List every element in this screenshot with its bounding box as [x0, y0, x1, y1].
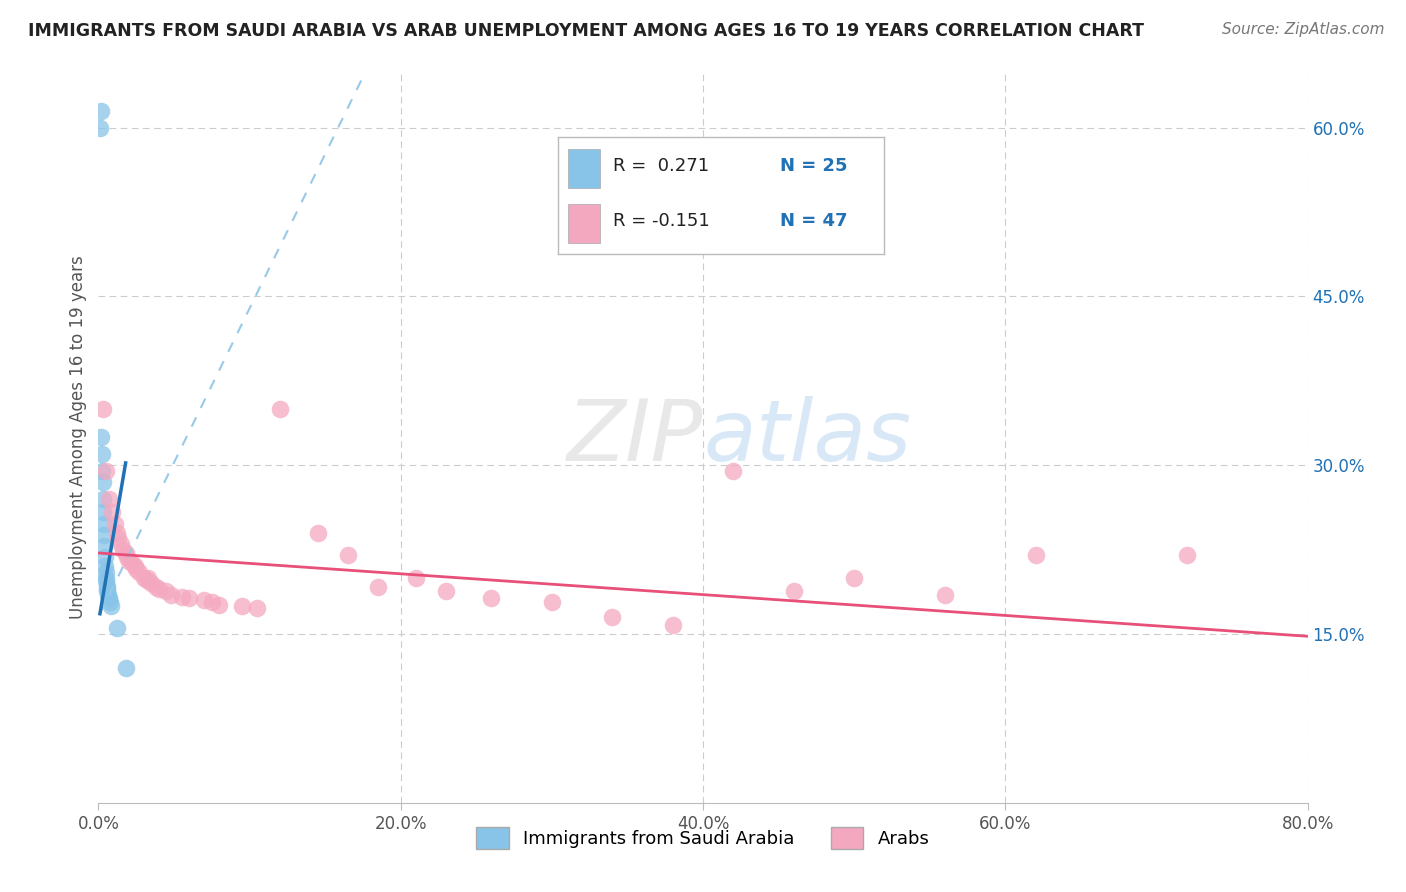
Point [96, 584, 118, 599]
Point [124, 559, 146, 574]
Point [94, 571, 117, 585]
Point [231, 599, 253, 613]
Point [141, 576, 163, 591]
Point [118, 554, 141, 568]
Point [91, 401, 114, 416]
Point [93, 516, 115, 531]
Point [208, 598, 231, 612]
Point [723, 464, 745, 478]
Point [105, 621, 128, 635]
Point [93, 528, 115, 542]
Point [132, 571, 155, 585]
Point [148, 582, 170, 596]
Point [100, 599, 122, 613]
Point [246, 601, 269, 615]
Point [783, 584, 806, 599]
Point [136, 571, 159, 585]
Point [661, 618, 683, 632]
Point [1024, 548, 1046, 562]
Legend: Immigrants from Saudi Arabia, Arabs: Immigrants from Saudi Arabia, Arabs [470, 820, 936, 856]
Point [307, 525, 329, 540]
Point [89, 120, 111, 135]
Text: IMMIGRANTS FROM SAUDI ARABIA VS ARAB UNEMPLOYMENT AMONG AGES 16 TO 19 YEARS CORR: IMMIGRANTS FROM SAUDI ARABIA VS ARAB UNE… [28, 22, 1144, 40]
Point [135, 573, 157, 587]
Point [114, 546, 136, 560]
Point [193, 593, 215, 607]
Point [1175, 548, 1198, 562]
Point [98, 591, 121, 605]
Point [155, 584, 177, 599]
Point [94, 464, 117, 478]
Point [90, 447, 112, 461]
Point [934, 588, 956, 602]
Point [105, 525, 128, 540]
Point [94, 550, 117, 565]
Point [844, 571, 866, 585]
Point [481, 591, 503, 605]
Point [104, 516, 127, 531]
Point [179, 591, 201, 605]
Point [94, 565, 117, 579]
Point [96, 579, 118, 593]
Point [405, 571, 427, 585]
Point [96, 582, 118, 596]
Point [125, 562, 148, 576]
Point [540, 595, 562, 609]
Point [98, 491, 121, 506]
Point [201, 595, 224, 609]
Point [90, 430, 112, 444]
Point [110, 537, 132, 551]
Point [91, 475, 114, 489]
Point [91, 491, 114, 506]
Text: Source: ZipAtlas.com: Source: ZipAtlas.com [1222, 22, 1385, 37]
Text: atlas: atlas [703, 395, 911, 479]
Point [128, 565, 150, 579]
Point [434, 584, 457, 599]
Point [96, 574, 118, 588]
Point [97, 588, 120, 602]
Point [114, 661, 136, 675]
Point [269, 401, 291, 416]
Point [121, 556, 143, 570]
Point [367, 580, 389, 594]
Point [602, 610, 624, 624]
Point [93, 539, 115, 553]
Point [98, 595, 121, 609]
Point [91, 506, 114, 520]
Point [115, 550, 138, 565]
Point [107, 532, 129, 546]
Text: ZIP: ZIP [567, 395, 703, 479]
Point [111, 542, 134, 557]
Point [170, 590, 193, 604]
Point [336, 548, 359, 562]
Point [160, 588, 183, 602]
Y-axis label: Unemployment Among Ages 16 to 19 years: Unemployment Among Ages 16 to 19 years [69, 255, 87, 619]
Point [145, 580, 167, 594]
Point [90, 103, 112, 118]
Point [94, 559, 117, 574]
Point [101, 506, 124, 520]
Point [91, 464, 114, 478]
